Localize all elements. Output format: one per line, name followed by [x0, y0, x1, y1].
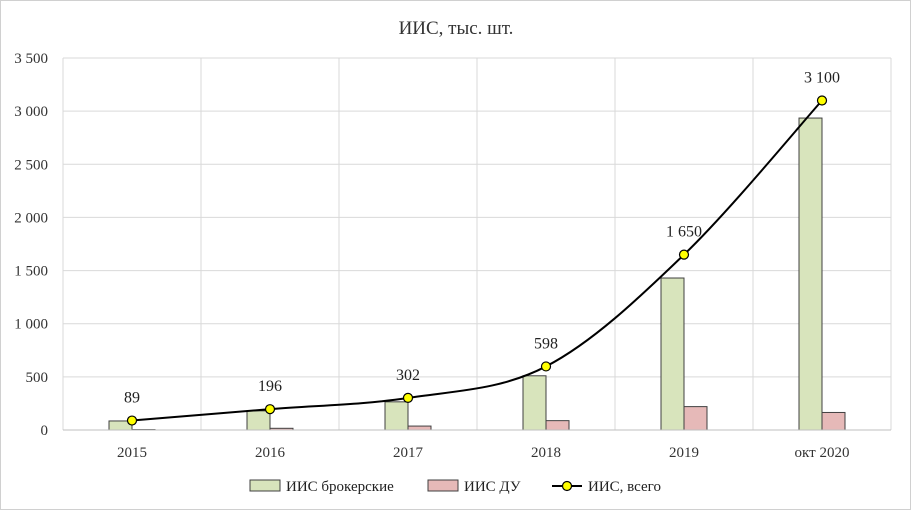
data-label: 302: [396, 367, 420, 384]
y-tick-label: 3 000: [14, 104, 48, 120]
legend-item-du: ИИС ДУ: [428, 479, 521, 495]
legend-label: ИИС брокерские: [286, 479, 394, 495]
legend-label: ИИС, всего: [588, 479, 661, 495]
data-label: 89: [124, 390, 140, 407]
bar-brokerage: [523, 376, 546, 430]
legend-label: ИИС ДУ: [464, 479, 521, 495]
legend-item-total: ИИС, всего: [552, 479, 661, 495]
chart-title: ИИС, тыс. шт.: [399, 18, 514, 39]
y-tick-label: 500: [26, 370, 49, 386]
data-label: 1 650: [666, 224, 702, 241]
bar-du: [822, 412, 845, 430]
total-point: [818, 96, 827, 105]
data-labels: 89 196 302 598 1 650 3 100: [124, 70, 840, 407]
x-tick-label: 2015: [117, 445, 147, 461]
y-tick-label: 2 000: [14, 210, 48, 226]
y-tick-label: 1 000: [14, 317, 48, 333]
x-tick-label: окт 2020: [795, 445, 850, 461]
x-tick-label: 2019: [669, 445, 699, 461]
y-tick-label: 0: [41, 423, 49, 439]
legend-swatch: [428, 480, 458, 491]
legend: ИИС брокерские ИИС ДУ ИИС, всего: [250, 479, 661, 495]
legend-marker: [563, 482, 572, 491]
total-point: [680, 250, 689, 259]
legend-swatch: [250, 480, 280, 491]
total-point: [266, 405, 275, 414]
bar-du: [408, 426, 431, 430]
data-label: 598: [534, 335, 558, 352]
total-point: [542, 362, 551, 371]
total-point: [128, 416, 137, 425]
y-tick-label: 3 500: [14, 51, 48, 67]
gridlines: [63, 58, 891, 430]
bar-du: [684, 407, 707, 430]
x-tick-label: 2017: [393, 445, 424, 461]
bar-brokerage: [385, 402, 408, 430]
total-point: [404, 393, 413, 402]
y-tick-label: 2 500: [14, 157, 48, 173]
bar-brokerage: [799, 118, 822, 430]
x-tick-label: 2016: [255, 445, 286, 461]
axes: 0 500 1 000 1 500 2 000 2 500 3 000 3 500 2015 20…: [14, 51, 891, 461]
bar-du: [546, 421, 569, 430]
data-label: 3 100: [804, 70, 840, 87]
y-tick-label: 1 500: [14, 264, 48, 280]
bar-brokerage: [247, 411, 270, 430]
x-tick-label: 2018: [531, 445, 561, 461]
legend-item-brokerage: ИИС брокерские: [250, 479, 394, 495]
data-label: 196: [258, 378, 282, 395]
bar-brokerage: [661, 278, 684, 430]
